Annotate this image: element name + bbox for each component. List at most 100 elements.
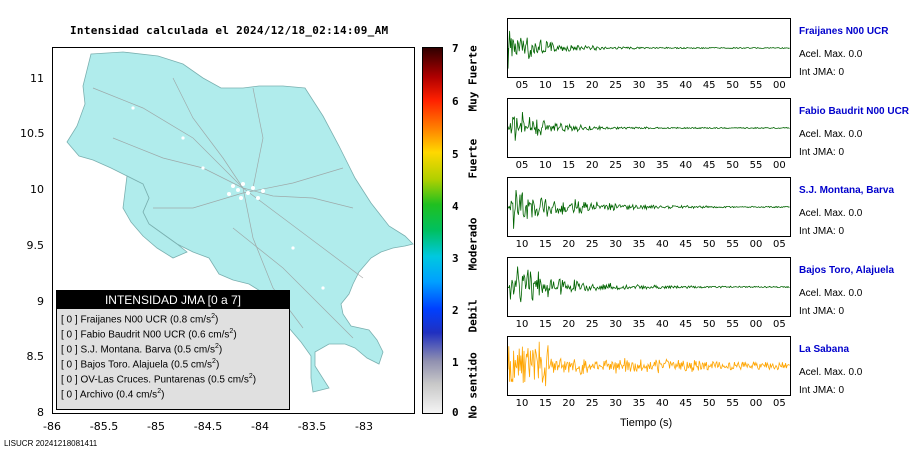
time-tick-label: 10	[539, 80, 552, 91]
time-tick-label: 25	[609, 80, 622, 91]
legend-value: (0.5 cm/s	[173, 344, 215, 356]
time-tick-label: 15	[539, 319, 552, 330]
time-tick-label: 20	[585, 160, 599, 171]
seismogram-plot	[508, 190, 790, 229]
seismogram-trace	[508, 30, 790, 69]
time-tick-label: 45	[679, 239, 693, 250]
time-tick-label: 50	[702, 319, 716, 330]
time-tick-label: 55	[726, 319, 739, 330]
legend-station: OV-Las Cruces. Puntarenas	[80, 374, 205, 386]
colorbar-tick: 1	[452, 356, 459, 369]
station-max-accel: Acel. Max. 0.0	[799, 49, 863, 60]
time-tick-label: 40	[679, 160, 693, 171]
intensity-legend: INTENSIDAD JMA [0 a 7] [ 0 ] Fraijanes N…	[56, 290, 290, 410]
map-title: Intensidad calculada el 2024/12/18_02:14…	[70, 24, 389, 37]
map-xtick: -83	[355, 420, 373, 433]
seismogram-plot	[508, 111, 790, 141]
time-tick-label: 30	[609, 319, 622, 330]
time-tick-label: 30	[632, 160, 646, 171]
time-tick-label: 15	[562, 80, 576, 91]
station-jma-intensity: Int JMA: 0	[799, 306, 845, 317]
legend-close: )	[214, 314, 219, 326]
legend-close: )	[233, 329, 237, 341]
seismogram-trace	[508, 341, 790, 387]
colorbar-label-moderado: Moderado	[466, 217, 480, 271]
legend-row: [ 0 ] S.J. Montana. Barva (0.5 cm/s2)	[57, 339, 289, 356]
legend-station: Bajos Toro. Alajuela	[80, 359, 169, 371]
station-jma-intensity: Int JMA: 0	[799, 147, 845, 158]
time-tick-label: 40	[656, 398, 669, 409]
seismogram-panel	[507, 257, 791, 317]
seismogram-trace	[508, 190, 790, 229]
colorbar-tick: 3	[452, 252, 459, 265]
time-tick-label: 40	[656, 319, 669, 330]
colorbar-tick: 5	[452, 148, 459, 161]
time-tick-label: 25	[585, 239, 599, 250]
nicoya-peninsula	[122, 175, 188, 259]
seismogram-trace	[508, 266, 790, 303]
legend-level: [ 0 ]	[61, 389, 78, 401]
map-ytick: 10.5	[20, 127, 45, 140]
legend-level: [ 0 ]	[61, 374, 78, 386]
legend-rows: [ 0 ] Fraijanes N00 UCR (0.8 cm/s2) [ 0 ]…	[57, 309, 289, 401]
legend-station: Fabio Baudrit N00 UCR	[80, 329, 186, 341]
legend-close: )	[161, 389, 165, 401]
legend-header: INTENSIDAD JMA [0 a 7]	[57, 291, 289, 309]
time-tick-label: 30	[609, 398, 622, 409]
time-tick-label: 55	[726, 239, 739, 250]
seismogram-panel	[507, 98, 791, 158]
time-tick-label: 45	[702, 160, 716, 171]
time-tick-label: 05	[515, 80, 529, 91]
colorbar-tick: 6	[452, 95, 459, 108]
legend-close: )	[215, 359, 220, 371]
time-tick-label: 05	[773, 398, 786, 409]
time-tick-label: 20	[585, 80, 599, 91]
map-xtick: -85	[147, 420, 165, 433]
colorbar-tick: 7	[452, 42, 459, 55]
map-ytick: 9	[37, 295, 44, 308]
legend-value: (0.4 cm/s	[116, 389, 158, 401]
station-jma-intensity: Int JMA: 0	[799, 226, 845, 237]
time-tick-label: 00	[773, 160, 786, 171]
legend-row: [ 0 ] OV-Las Cruces. Puntarenas (0.5 cm/…	[57, 369, 289, 386]
time-tick-label: 00	[773, 80, 786, 91]
map-xtick: -86	[43, 420, 61, 433]
legend-level: [ 0 ]	[61, 359, 78, 371]
legend-station: Fraijanes N00 UCR	[80, 314, 168, 326]
map-xtick: -83.5	[297, 420, 327, 433]
time-tick-label: 30	[632, 80, 646, 91]
time-tick-label: 35	[632, 319, 646, 330]
time-tick-label: 50	[702, 398, 716, 409]
colorbar-label-no-sentido: No sentido	[466, 352, 480, 419]
map-ytick: 11	[30, 72, 44, 85]
map-ytick: 8	[37, 406, 44, 419]
legend-close: )	[218, 344, 223, 356]
time-tick-label: 25	[609, 160, 622, 171]
time-tick-label: 55	[749, 80, 763, 91]
time-tick-label: 30	[609, 239, 622, 250]
map-xtick: -84.5	[193, 420, 223, 433]
seismogram-plot	[508, 266, 790, 303]
time-tick-label: 35	[656, 160, 669, 171]
time-tick-label: 00	[749, 239, 763, 250]
time-tick-label: 45	[702, 80, 716, 91]
time-tick-label: 10	[515, 398, 529, 409]
time-tick-label: 25	[585, 319, 599, 330]
legend-value: (0.5 cm/s	[170, 359, 213, 371]
time-tick-label: 35	[632, 239, 646, 250]
time-tick-label: 20	[562, 398, 576, 409]
station-jma-intensity: Int JMA: 0	[799, 385, 845, 396]
time-tick-label: 05	[515, 160, 529, 171]
legend-unit-exponent: 2	[248, 373, 253, 380]
legend-value: (0.6 cm/s	[188, 329, 230, 341]
seismogram-panel	[507, 177, 791, 237]
time-tick-label: 20	[562, 239, 576, 250]
time-tick-label: 35	[632, 398, 646, 409]
legend-unit-exponent: 2	[157, 388, 162, 395]
legend-row: [ 0 ] Bajos Toro. Alajuela (0.5 cm/s2)	[57, 354, 289, 371]
legend-row: [ 0 ] Fraijanes N00 UCR (0.8 cm/s2)	[57, 309, 289, 326]
time-tick-label: 45	[679, 398, 693, 409]
colorbar-tick: 2	[452, 304, 459, 317]
time-tick-label: 55	[726, 398, 739, 409]
station-max-accel: Acel. Max. 0.0	[799, 367, 863, 378]
